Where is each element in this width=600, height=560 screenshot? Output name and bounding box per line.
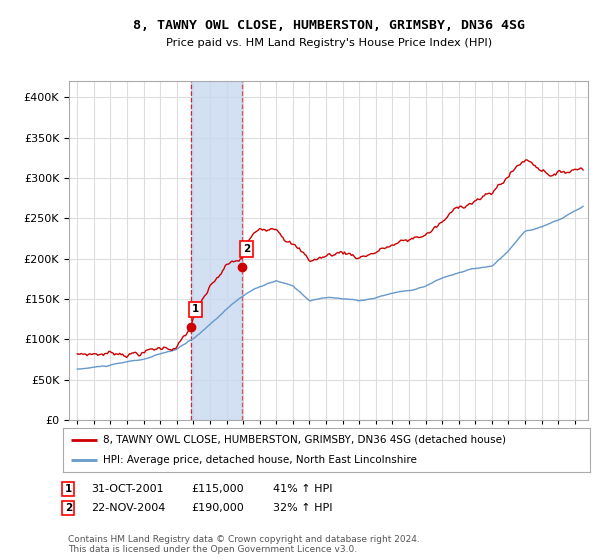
Text: Price paid vs. HM Land Registry's House Price Index (HPI): Price paid vs. HM Land Registry's House … <box>166 38 492 48</box>
Text: £190,000: £190,000 <box>191 503 244 513</box>
Text: 2: 2 <box>65 503 72 513</box>
Text: 8, TAWNY OWL CLOSE, HUMBERSTON, GRIMSBY, DN36 4SG: 8, TAWNY OWL CLOSE, HUMBERSTON, GRIMSBY,… <box>133 18 525 32</box>
Text: £115,000: £115,000 <box>191 484 244 494</box>
Text: 8, TAWNY OWL CLOSE, HUMBERSTON, GRIMSBY, DN36 4SG (detached house): 8, TAWNY OWL CLOSE, HUMBERSTON, GRIMSBY,… <box>103 435 506 445</box>
Text: 2: 2 <box>243 244 250 254</box>
Text: 1: 1 <box>65 484 72 494</box>
Text: Contains HM Land Registry data © Crown copyright and database right 2024.
This d: Contains HM Land Registry data © Crown c… <box>68 535 420 554</box>
Text: HPI: Average price, detached house, North East Lincolnshire: HPI: Average price, detached house, Nort… <box>103 455 416 465</box>
Bar <box>191 81 242 420</box>
Text: 32% ↑ HPI: 32% ↑ HPI <box>273 503 332 513</box>
Text: 1: 1 <box>192 305 199 315</box>
Text: 41% ↑ HPI: 41% ↑ HPI <box>273 484 332 494</box>
Text: 31-OCT-2001: 31-OCT-2001 <box>91 484 164 494</box>
Text: 22-NOV-2004: 22-NOV-2004 <box>91 503 166 513</box>
